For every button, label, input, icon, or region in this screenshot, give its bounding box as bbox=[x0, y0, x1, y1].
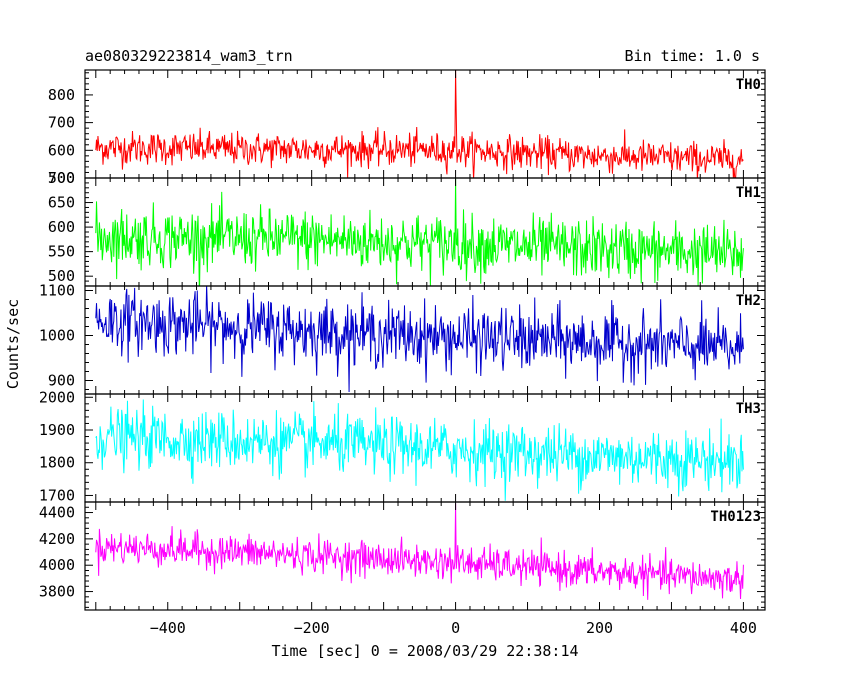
y-tick-label: 4200 bbox=[39, 530, 75, 548]
y-tick-label: 700 bbox=[48, 114, 75, 132]
y-tick-label: 1900 bbox=[39, 421, 75, 439]
panel-label-th0123: TH0123 bbox=[710, 509, 761, 525]
y-tick-label: 500 bbox=[48, 267, 75, 285]
y-tick-label: 2000 bbox=[39, 388, 75, 406]
y-tick-label: 650 bbox=[48, 194, 75, 212]
panel-th1: 500 550 600 650 700 TH1 bbox=[48, 169, 766, 287]
x-tick-label: 200 bbox=[586, 619, 613, 637]
panel-label-th0: TH0 bbox=[736, 77, 761, 93]
y-tick-label: 4000 bbox=[39, 556, 75, 574]
panel-frame bbox=[84, 501, 766, 611]
x-tick-label: −400 bbox=[150, 619, 186, 637]
panels-group: 500 600 700 800 TH0 500 550 600 650 700 TH1 900 1000… bbox=[39, 69, 766, 637]
y-tick-label: 600 bbox=[48, 141, 75, 159]
y-tick-label: 4400 bbox=[39, 504, 75, 522]
panel-th3: 1700 1800 1900 2000 TH3 bbox=[39, 388, 766, 504]
series-line-th0 bbox=[95, 70, 744, 178]
panel-th0: 500 600 700 800 TH0 bbox=[48, 69, 766, 187]
panel-label-th2: TH2 bbox=[736, 293, 761, 309]
panel-th2: 900 1000 1100 TH2 bbox=[39, 282, 766, 395]
series-line-th0123 bbox=[95, 503, 744, 600]
y-tick-label: 900 bbox=[48, 372, 75, 390]
panel-th0123: 3800 4000 4200 4400 TH0123 bbox=[39, 501, 766, 611]
bin-time-label: Bin time: 1.0 s bbox=[625, 47, 760, 65]
x-tick-label: −200 bbox=[294, 619, 330, 637]
chart-title: ae080329223814_wam3_trn bbox=[85, 47, 293, 65]
series-line-th2 bbox=[95, 286, 744, 392]
panel-label-th1: TH1 bbox=[736, 185, 761, 201]
y-tick-label: 500 bbox=[48, 169, 75, 187]
y-tick-label: 1100 bbox=[39, 282, 75, 300]
x-axis-label: Time [sec] 0 = 2008/03/29 22:38:14 bbox=[271, 642, 578, 660]
y-tick-label: 1700 bbox=[39, 486, 75, 504]
panel-frame bbox=[84, 69, 766, 179]
y-tick-label: 700 bbox=[48, 169, 75, 187]
y-tick-label: 1800 bbox=[39, 454, 75, 472]
y-tick-label: 800 bbox=[48, 86, 75, 104]
x-tick-label: 0 bbox=[451, 619, 460, 637]
y-tick-label: 1000 bbox=[39, 327, 75, 345]
y-tick-label: 3800 bbox=[39, 583, 75, 601]
panel-label-th3: TH3 bbox=[736, 401, 761, 417]
y-tick-label: 550 bbox=[48, 243, 75, 261]
y-tick-label: 600 bbox=[48, 218, 75, 236]
series-line-th1 bbox=[95, 178, 744, 286]
y-axis-label: Counts/sec bbox=[4, 299, 22, 389]
x-tick-label: 400 bbox=[730, 619, 757, 637]
series-line-th3 bbox=[95, 399, 744, 501]
